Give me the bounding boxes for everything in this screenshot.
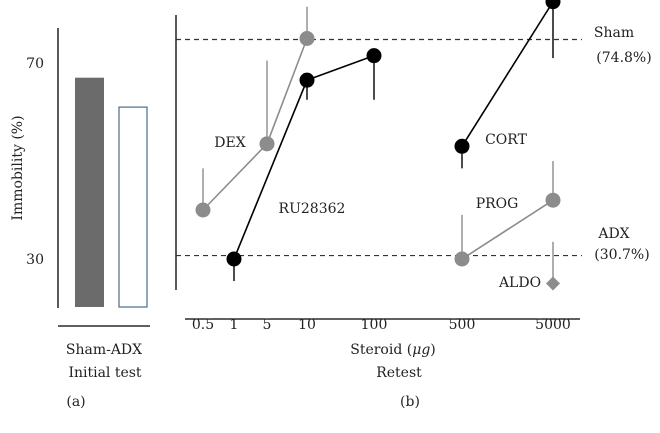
xlabel-suffix: ) xyxy=(430,342,435,358)
data-point-dex xyxy=(299,31,315,46)
reference-label-adx: ADX xyxy=(597,226,629,242)
panel-a-ytick: 70 xyxy=(26,56,44,72)
series-label-prog: PROG xyxy=(476,196,519,212)
x-tick-label: 0.5 xyxy=(192,317,214,333)
series-line-dex xyxy=(202,38,308,211)
data-point-cort xyxy=(454,138,470,154)
data-point-ru28362 xyxy=(299,72,315,88)
x-tick-label: 100 xyxy=(361,317,388,333)
panel-b-subtitle: Retest xyxy=(376,365,422,381)
data-point-ru28362 xyxy=(366,48,382,64)
panel-b: 0.5 1 5 10 100 500 5000 DEX RU28362 CORT PROG … xyxy=(175,0,652,410)
series-layer xyxy=(195,0,561,291)
panel-a-ylabel: Immobility (%) xyxy=(10,115,26,220)
series-line-prog xyxy=(461,199,554,260)
xlabel-prefix: Steroid ( xyxy=(350,342,412,358)
panel-b-label: (b) xyxy=(400,394,420,410)
series-line-cort xyxy=(461,1,554,147)
panel-a-label: (a) xyxy=(66,394,85,410)
x-tick-label: 10 xyxy=(298,317,316,333)
data-point-ru28362 xyxy=(226,251,242,267)
reference-lines xyxy=(176,38,582,257)
bar-sham xyxy=(75,77,104,307)
series-label-dex: DEX xyxy=(214,135,245,151)
data-point-prog xyxy=(454,251,470,267)
xlabel-unit: μg xyxy=(412,342,430,358)
panel-a: Immobility (%) 30 70 Sham-ADX Initial te… xyxy=(10,28,150,410)
reference-label-sham: Sham xyxy=(594,25,634,41)
panel-a-ytick: 30 xyxy=(26,252,44,268)
data-point-cort xyxy=(545,0,561,10)
data-point-dex xyxy=(259,136,275,152)
data-point-dex xyxy=(195,202,211,218)
series-label-cort: CORT xyxy=(485,132,527,148)
data-point-prog xyxy=(545,192,561,208)
x-tick-labels: 0.5 1 5 10 100 500 5000 xyxy=(192,317,571,333)
panel-a-category-label: Sham-ADX xyxy=(66,342,142,358)
series-label-ru28362: RU28362 xyxy=(279,201,346,217)
panel-a-subtitle: Initial test xyxy=(68,365,141,381)
x-tick-label: 5000 xyxy=(535,317,571,333)
x-tick-label: 500 xyxy=(449,317,476,333)
series-label-aldo: ALDO xyxy=(498,275,541,291)
x-tick-label: 1 xyxy=(230,317,239,333)
x-tick-label: 5 xyxy=(263,317,272,333)
reference-value-adx: (30.7%) xyxy=(594,247,649,263)
data-point-aldo xyxy=(546,276,560,291)
bar-adx xyxy=(118,106,148,308)
reference-value-sham: (74.8%) xyxy=(596,50,651,66)
panel-b-xlabel: Steroid (μg) xyxy=(350,342,436,358)
